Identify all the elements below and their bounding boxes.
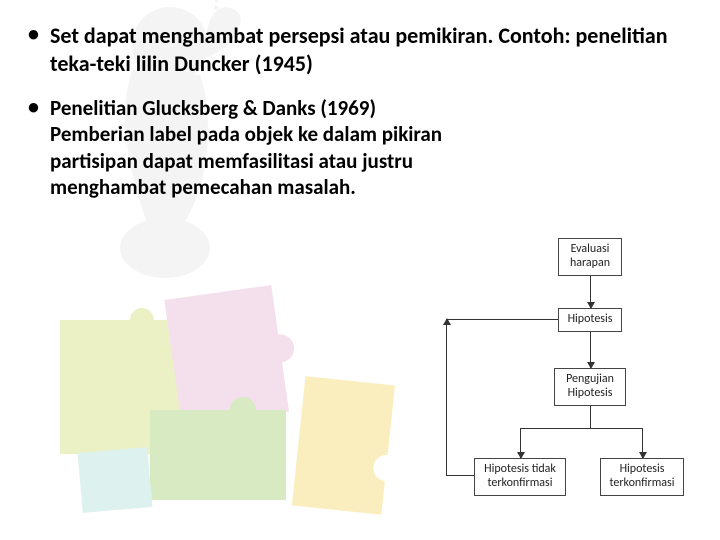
bullet-dot: • <box>28 95 50 200</box>
loop-h1 <box>446 475 474 476</box>
line-uji-down <box>590 402 591 428</box>
node-tidak-terkonfirmasi: Hipotesis tidakterkonfirmasi <box>474 458 566 496</box>
arrow-to-yes <box>642 428 643 458</box>
arrow-eval-to-hipo <box>590 272 591 308</box>
line-split <box>520 428 642 429</box>
node-terkonfirmasi: Hipotesisterkonfirmasi <box>600 458 684 496</box>
loop-h2 <box>446 319 558 320</box>
slide-content: • Set dapat menghambat persepsi atau pem… <box>0 0 720 200</box>
arrow-to-no <box>520 428 521 458</box>
bullet-1: • Set dapat menghambat persepsi atau pem… <box>28 22 692 77</box>
node-hipotesis: Hipotesis <box>558 308 622 332</box>
hypothesis-flowchart: Evaluasiharapan Hipotesis PengujianHipot… <box>438 238 698 518</box>
loop-v <box>446 319 447 475</box>
bullet-1-text: Set dapat menghambat persepsi atau pemik… <box>50 22 692 77</box>
arrow-hipo-to-uji <box>590 330 591 368</box>
node-pengujian-hipotesis: PengujianHipotesis <box>554 368 626 406</box>
bullet-2: • Penelitian Glucksberg & Danks (1969)Pe… <box>28 95 458 200</box>
puzzle-background <box>40 260 420 520</box>
bullet-dot: • <box>28 22 50 77</box>
node-evaluasi-harapan: Evaluasiharapan <box>558 238 622 276</box>
bullet-2-text: Penelitian Glucksberg & Danks (1969)Pemb… <box>50 95 458 200</box>
